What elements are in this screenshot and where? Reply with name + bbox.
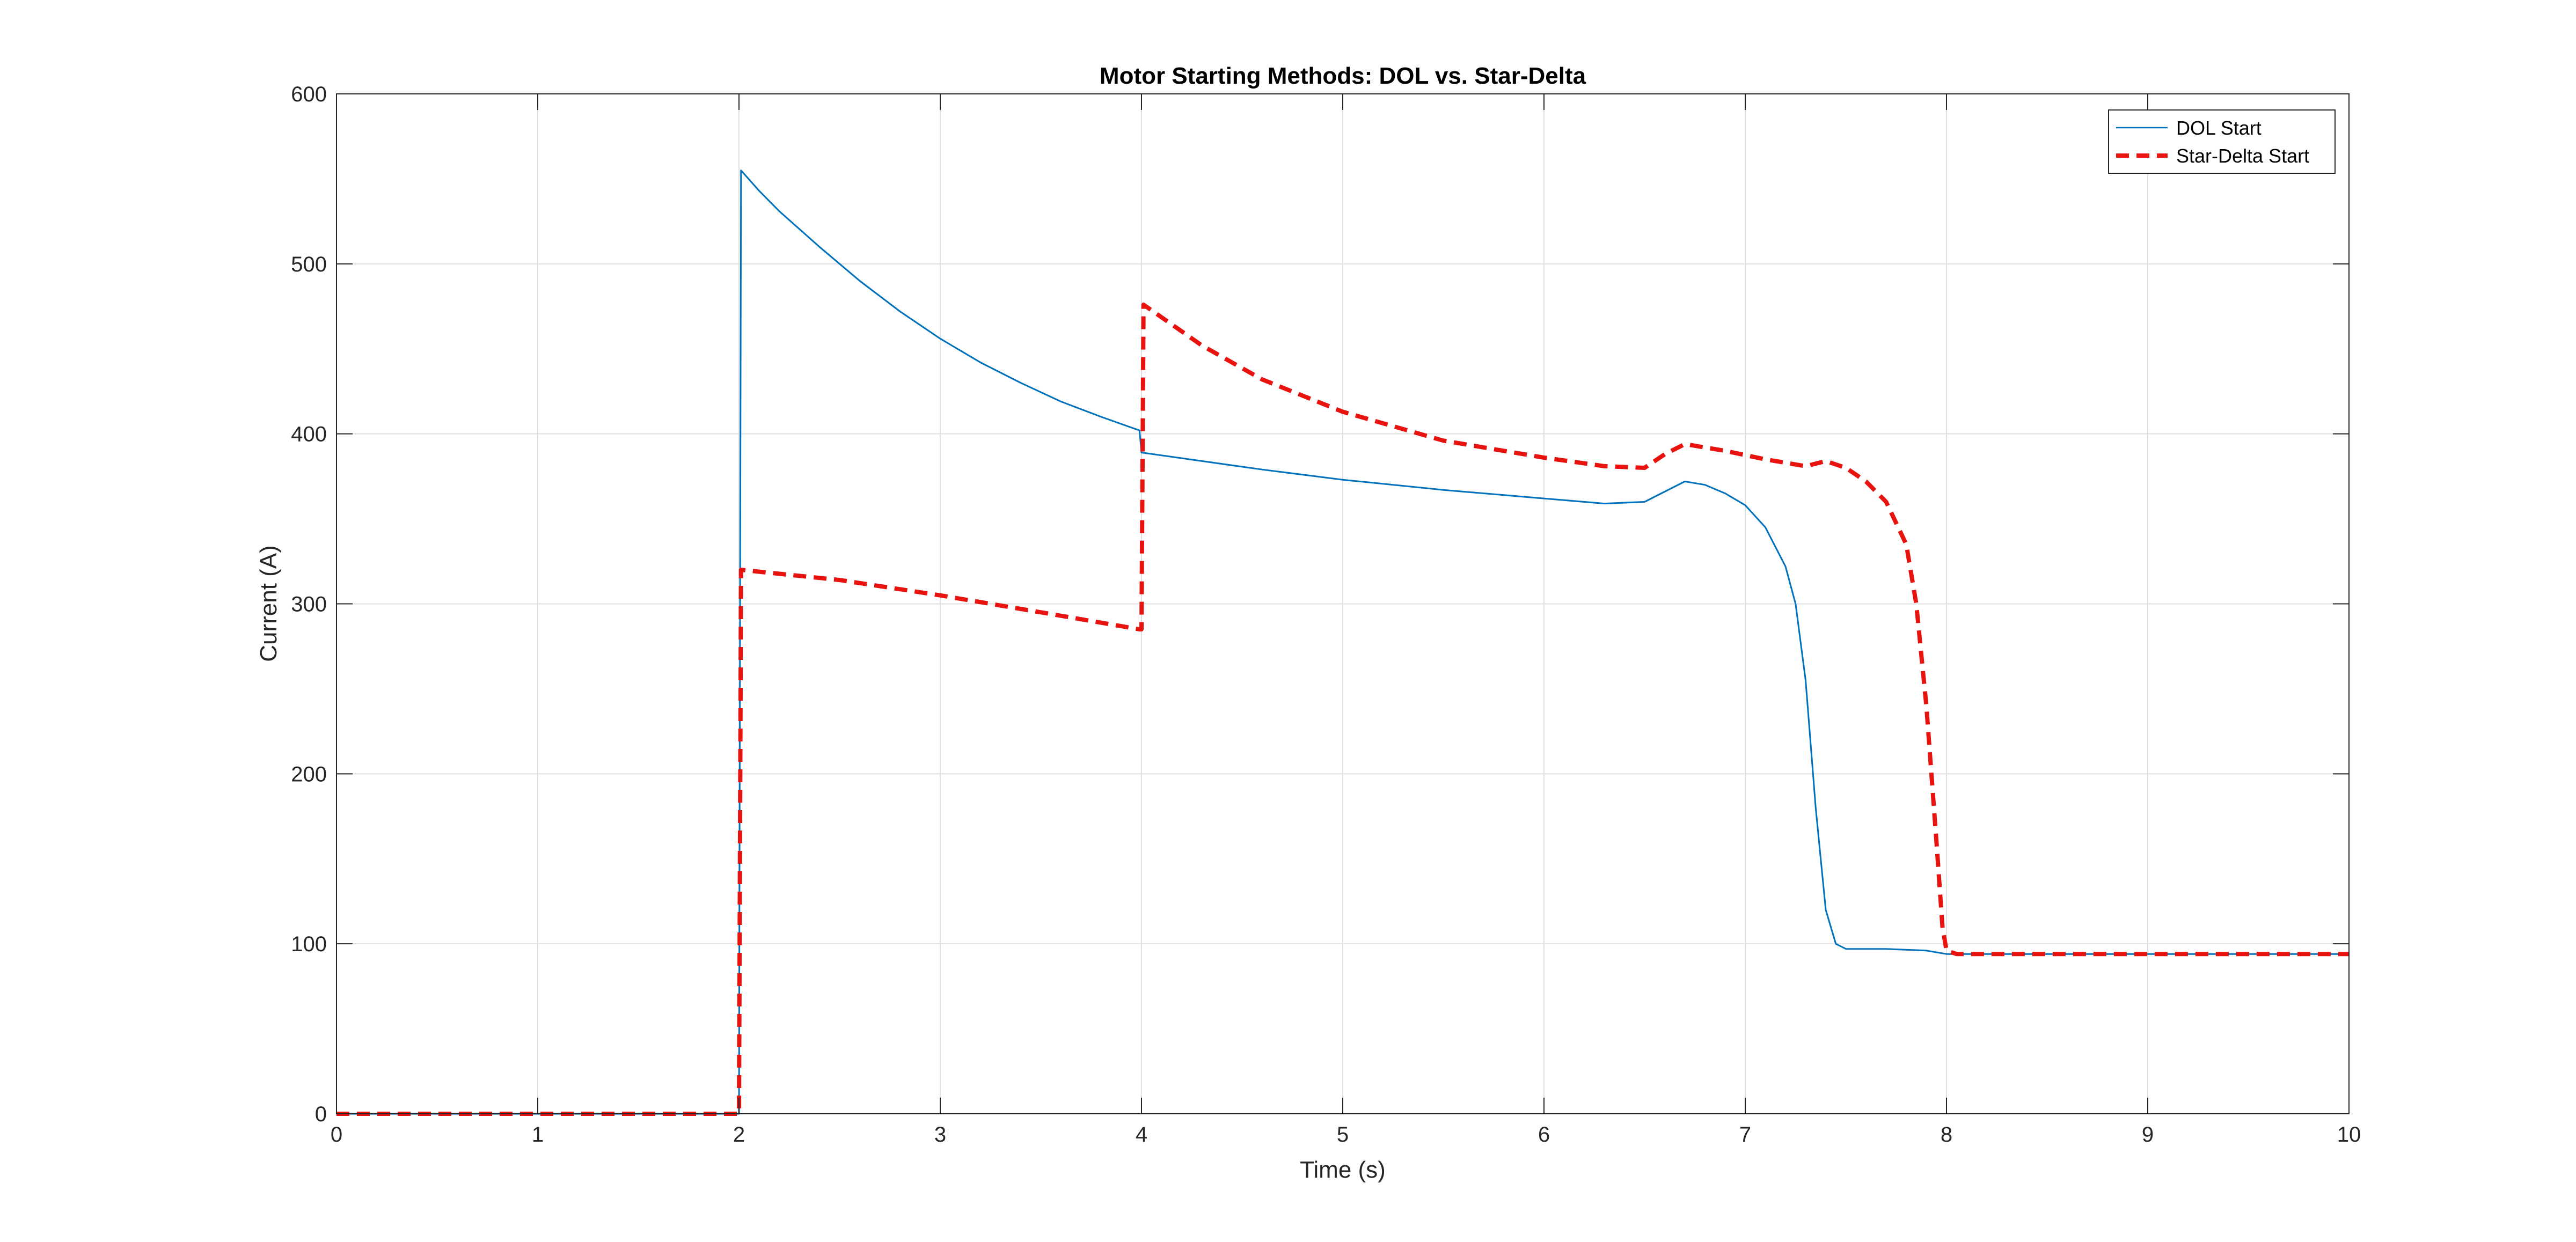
y-tick-label: 0 <box>315 1103 327 1126</box>
ticks <box>336 93 2350 1114</box>
series-line-dol-start <box>336 170 2349 1115</box>
legend-label-star-delta: Star-Delta Start <box>2176 145 2309 167</box>
plot-area <box>336 170 2349 1116</box>
x-tick-label: 6 <box>1538 1123 1550 1147</box>
legend-box <box>2108 109 2336 174</box>
y-tick-label: 400 <box>291 423 327 446</box>
y-tick-label: 500 <box>291 253 327 276</box>
x-tick-label: 0 <box>331 1123 342 1147</box>
series-line-star-delta-start <box>336 302 2349 1116</box>
x-tick-label: 5 <box>1337 1123 1349 1147</box>
y-tick-label: 600 <box>291 83 327 106</box>
y-tick-label: 200 <box>291 762 327 786</box>
x-tick-label: 1 <box>532 1123 544 1147</box>
x-tick-label: 7 <box>1739 1123 1751 1147</box>
x-tick-label: 3 <box>934 1123 946 1147</box>
chart-title: Motor Starting Methods: DOL vs. Star-Del… <box>1100 63 1586 89</box>
y-axis-label: Current (A) <box>255 545 282 662</box>
y-tick-label: 100 <box>291 932 327 956</box>
x-tick-label: 2 <box>733 1123 745 1147</box>
x-tick-label: 8 <box>1941 1123 1952 1147</box>
grid <box>336 94 2349 1114</box>
x-tick-label: 9 <box>2142 1123 2154 1147</box>
x-axis-label: Time (s) <box>1300 1157 1386 1183</box>
x-tick-label: 10 <box>2337 1123 2361 1147</box>
y-tick-label: 300 <box>291 593 327 616</box>
legend-label-dol: DOL Start <box>2176 117 2262 139</box>
x-tick-label: 4 <box>1136 1123 1147 1147</box>
legend: DOL Start Star-Delta Start <box>2108 109 2336 174</box>
